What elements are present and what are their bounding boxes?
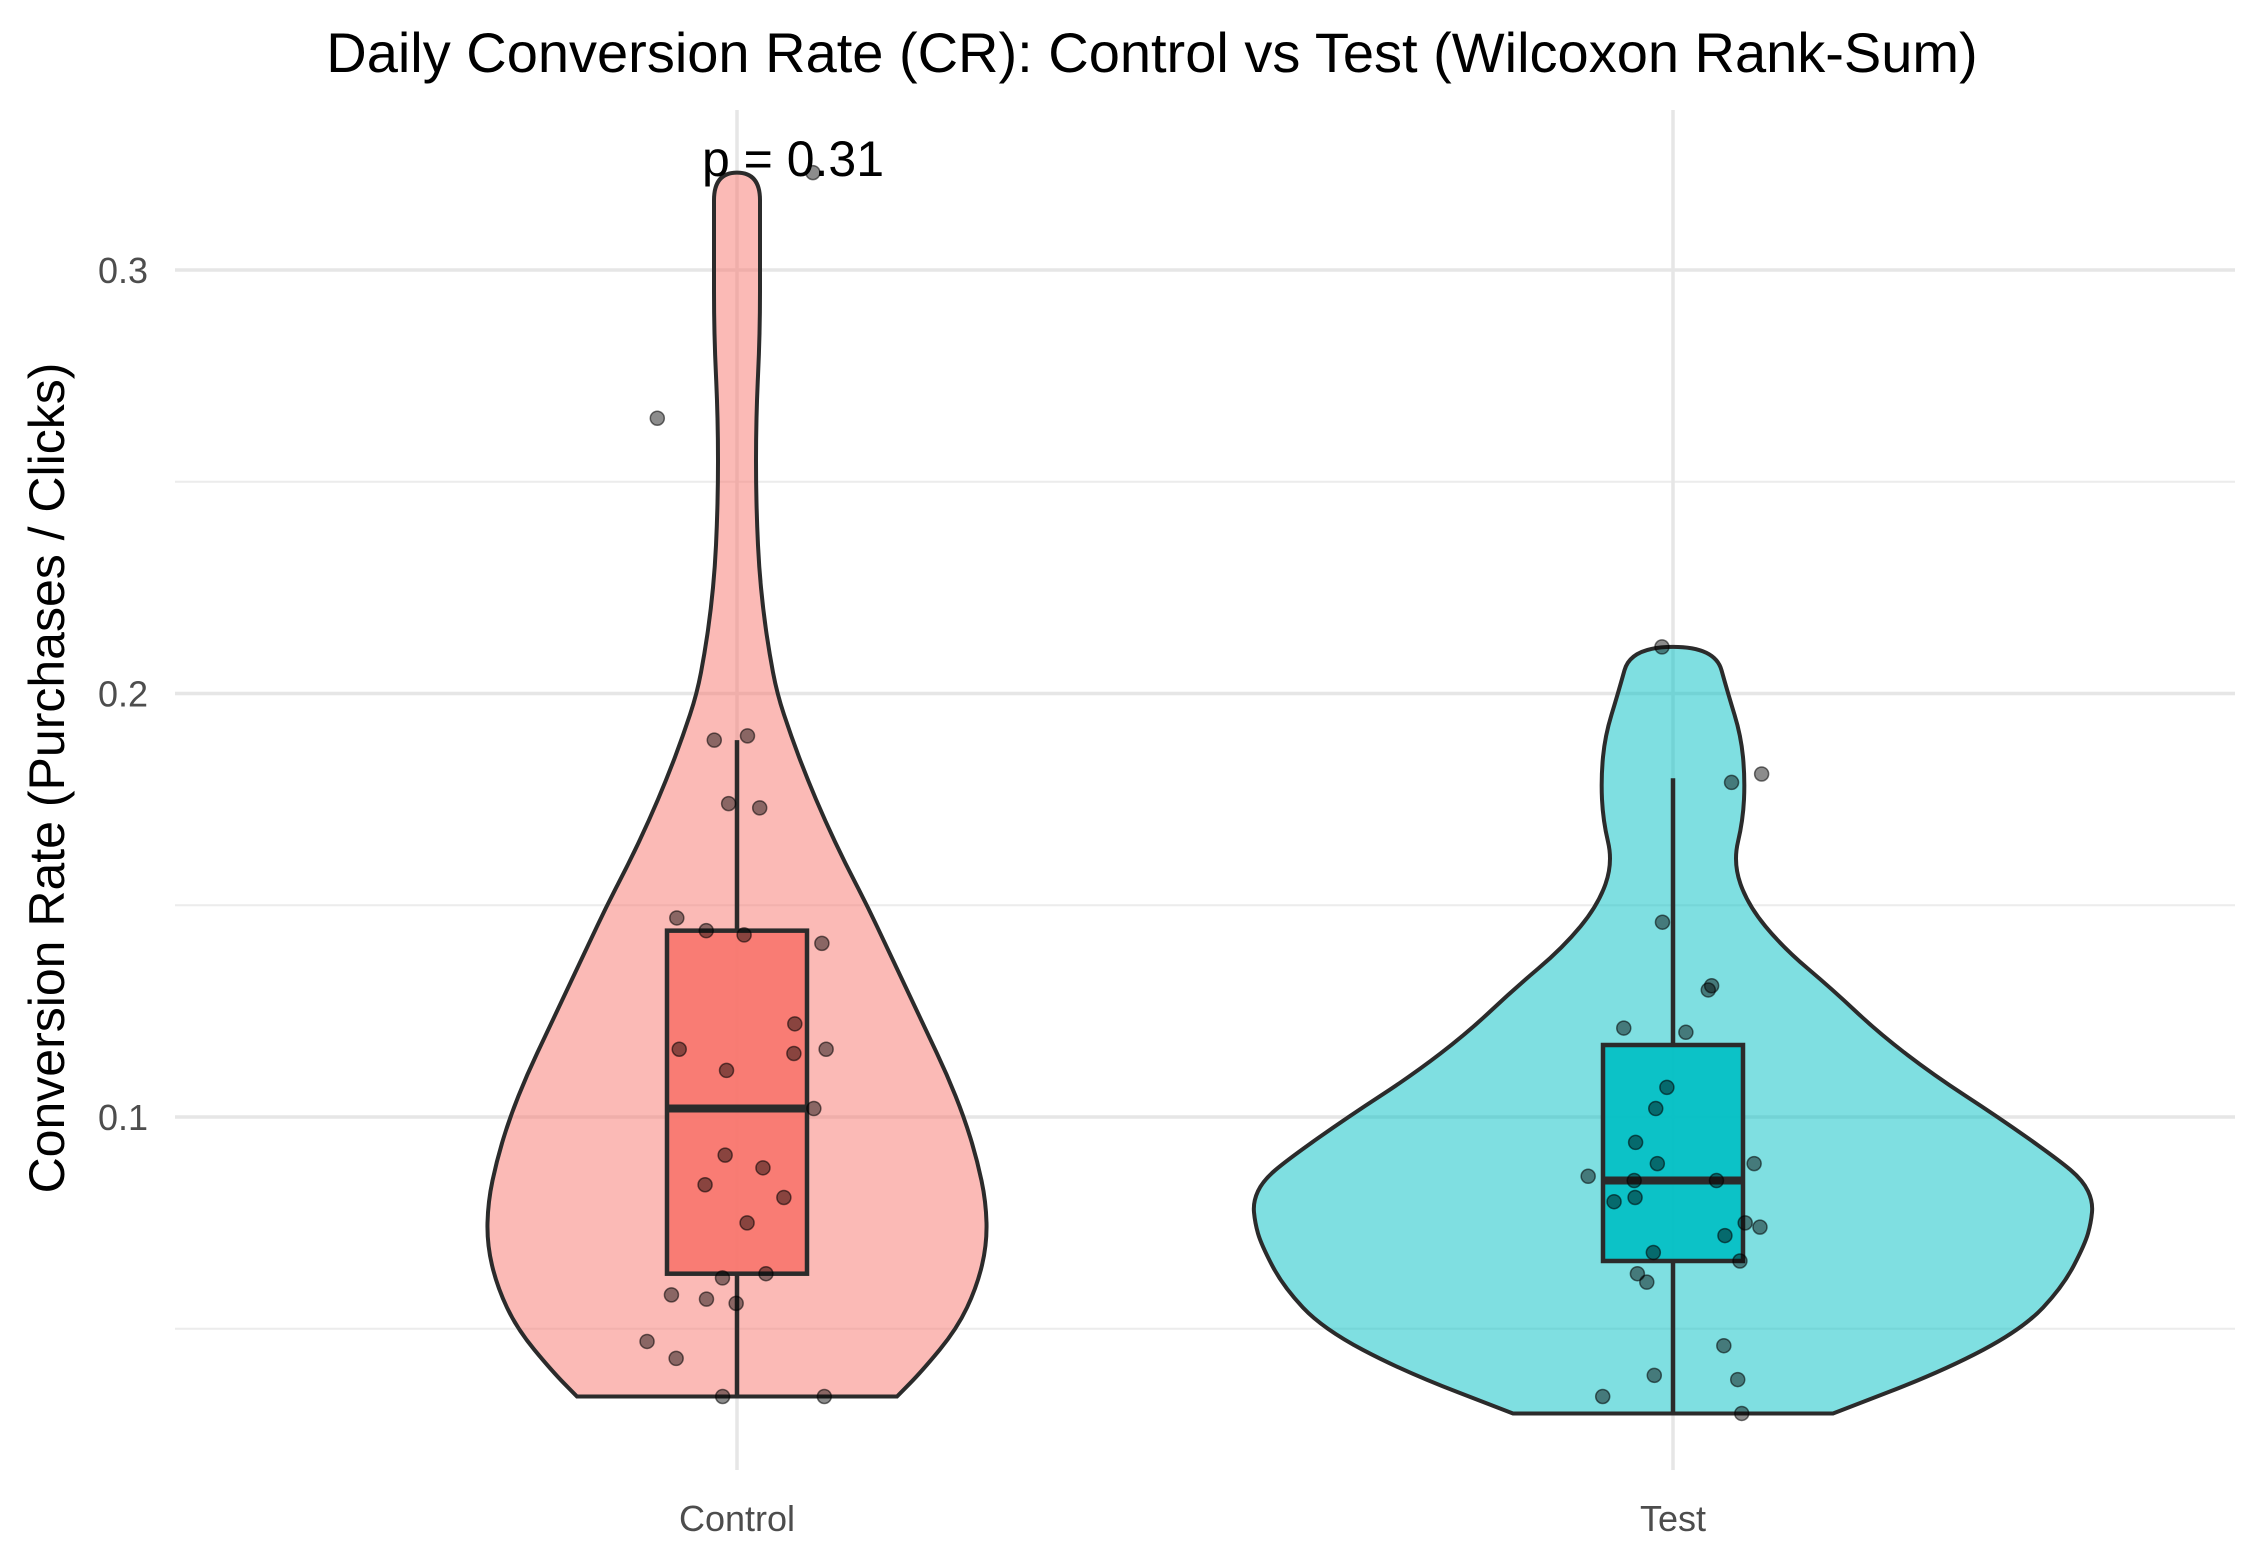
x-tick-label: Test	[1640, 1498, 1706, 1539]
data-point	[718, 1062, 735, 1079]
data-point	[1737, 1215, 1753, 1231]
data-point	[1654, 639, 1670, 655]
data-point	[714, 1270, 731, 1286]
data-point	[706, 732, 723, 748]
data-point	[1594, 1388, 1611, 1405]
data-point	[1580, 1168, 1596, 1185]
data-point	[1753, 766, 1770, 782]
box-layer	[664, 740, 1746, 1414]
data-point	[639, 1333, 655, 1350]
data-point	[1645, 1244, 1662, 1261]
data-point	[1729, 1371, 1746, 1388]
y-tick-label: 0.3	[98, 250, 148, 291]
data-point	[1746, 1155, 1762, 1172]
data-point	[1733, 1405, 1750, 1422]
p-value-annotation: p = 0.31	[702, 131, 884, 187]
data-point	[1627, 1189, 1643, 1206]
data-point	[1626, 1172, 1642, 1189]
data-point	[1752, 1219, 1768, 1235]
data-point	[671, 1041, 687, 1057]
data-point	[805, 164, 821, 181]
data-point	[663, 1287, 680, 1303]
data-point	[698, 1291, 715, 1307]
data-point	[786, 1045, 802, 1062]
data-point	[1659, 1079, 1675, 1096]
data-point	[717, 1147, 733, 1163]
data-point	[776, 1189, 792, 1206]
data-point	[806, 1100, 822, 1117]
data-point	[1606, 1193, 1622, 1210]
data-point	[1646, 1367, 1663, 1384]
point-layer	[639, 164, 1770, 1422]
axis-layer: 0.1 0.2 0.3 Control Test	[98, 250, 1706, 1539]
data-point	[739, 1215, 755, 1231]
data-point	[787, 1016, 803, 1032]
data-point	[1678, 1024, 1694, 1041]
x-tick-label: Control	[679, 1498, 795, 1539]
data-point	[1717, 1227, 1733, 1244]
data-point	[814, 935, 830, 952]
data-point	[751, 800, 768, 816]
y-tick-label: 0.1	[98, 1097, 148, 1138]
data-point	[697, 1177, 713, 1193]
data-point	[1700, 982, 1717, 998]
data-point	[1654, 914, 1671, 930]
data-point	[1716, 1337, 1732, 1354]
data-point	[714, 1388, 731, 1405]
data-point	[728, 1295, 744, 1312]
data-point	[1649, 1155, 1666, 1172]
data-point	[1732, 1253, 1748, 1269]
data-point	[755, 1160, 771, 1176]
data-point	[698, 922, 714, 939]
box-test	[1600, 1042, 1746, 1264]
data-point	[1723, 774, 1740, 791]
data-point	[816, 1388, 833, 1405]
data-point	[736, 927, 752, 943]
data-point	[739, 728, 756, 744]
data-point	[669, 910, 685, 926]
data-point	[1647, 1100, 1664, 1117]
data-point	[720, 795, 737, 812]
data-point	[1616, 1020, 1632, 1036]
data-point	[668, 1350, 684, 1367]
box-control	[664, 928, 810, 1276]
data-point	[1627, 1134, 1644, 1151]
data-point	[1639, 1274, 1655, 1290]
data-point	[758, 1265, 774, 1282]
data-point	[1708, 1172, 1725, 1189]
chart-title: Daily Conversion Rate (CR): Control vs T…	[326, 21, 1977, 84]
data-point	[649, 410, 666, 426]
y-axis-title: Conversion Rate (Purchases / Clicks)	[19, 363, 75, 1194]
data-point	[818, 1041, 834, 1057]
y-tick-label: 0.2	[98, 674, 148, 715]
